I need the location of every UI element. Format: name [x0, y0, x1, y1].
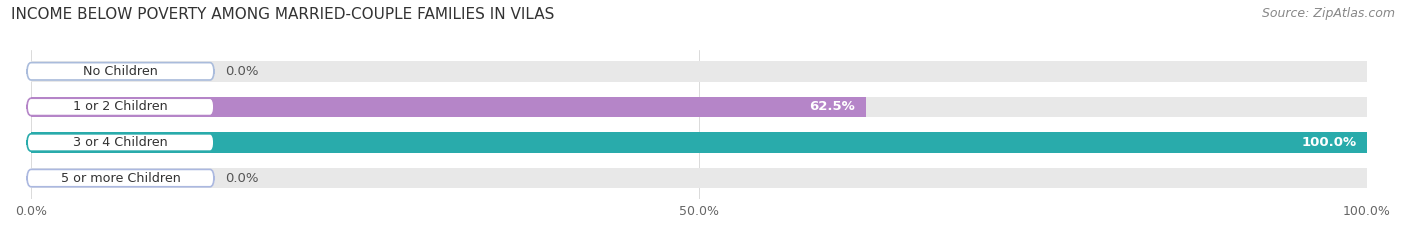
Bar: [31, 132, 1367, 153]
Bar: [31, 96, 866, 117]
Text: 62.5%: 62.5%: [810, 100, 855, 113]
Bar: [31, 61, 1367, 82]
Text: No Children: No Children: [83, 65, 157, 78]
Text: 1 or 2 Children: 1 or 2 Children: [73, 100, 167, 113]
Text: Source: ZipAtlas.com: Source: ZipAtlas.com: [1261, 7, 1395, 20]
Text: 100.0%: 100.0%: [1301, 136, 1357, 149]
Text: INCOME BELOW POVERTY AMONG MARRIED-COUPLE FAMILIES IN VILAS: INCOME BELOW POVERTY AMONG MARRIED-COUPL…: [11, 7, 554, 22]
Text: 5 or more Children: 5 or more Children: [60, 171, 180, 185]
FancyBboxPatch shape: [27, 169, 214, 187]
Text: 0.0%: 0.0%: [225, 65, 259, 78]
Bar: [31, 132, 1367, 153]
Text: 3 or 4 Children: 3 or 4 Children: [73, 136, 167, 149]
Text: 0.0%: 0.0%: [225, 171, 259, 185]
FancyBboxPatch shape: [27, 63, 214, 80]
FancyBboxPatch shape: [27, 134, 214, 151]
FancyBboxPatch shape: [27, 98, 214, 116]
Bar: [31, 168, 1367, 188]
Bar: [31, 96, 1367, 117]
